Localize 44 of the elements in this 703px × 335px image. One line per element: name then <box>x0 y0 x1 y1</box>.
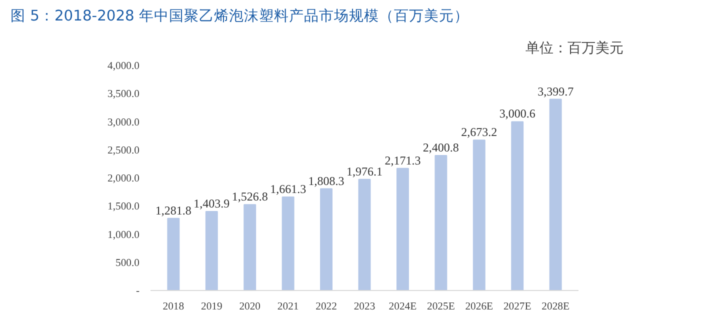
bar <box>244 204 256 290</box>
data-label: 3,000.6 <box>499 106 536 121</box>
bar <box>396 168 409 290</box>
data-label: 1,281.8 <box>155 203 192 218</box>
x-tick-label: 2027E <box>503 302 532 312</box>
bar <box>282 196 294 290</box>
bar <box>205 211 218 290</box>
data-label: 2,673.2 <box>461 125 498 140</box>
chart-title: 图 5：2018-2028 年中国聚乙烯泡沫塑料产品市场规模（百万美元） <box>10 8 470 24</box>
bar <box>320 188 333 290</box>
x-tick-label: 2022 <box>316 302 337 312</box>
x-tick-label: 2018 <box>162 302 184 312</box>
bar <box>472 140 486 290</box>
bar <box>434 154 448 290</box>
y-tick-label: 2,500.0 <box>108 145 140 156</box>
bar <box>511 121 524 290</box>
y-tick-label: 1,000.0 <box>108 230 140 241</box>
data-label: 1,976.1 <box>346 164 382 178</box>
data-label: 2,400.8 <box>422 140 459 154</box>
x-tick-label: 2019 <box>200 302 222 312</box>
data-label: 2,171.3 <box>384 153 421 168</box>
y-tick-label: 4,000.0 <box>108 61 140 72</box>
x-tick-label: 2025E <box>427 302 455 312</box>
data-label: 3,399.7 <box>538 84 574 98</box>
y-tick-label: - <box>136 286 140 297</box>
bar <box>358 178 371 290</box>
data-label: 1,526.8 <box>232 190 268 204</box>
y-tick-label: 2,000.0 <box>108 174 140 184</box>
x-tick-label: 2026E <box>465 302 494 312</box>
data-label: 1,403.9 <box>194 196 230 211</box>
bar <box>549 98 562 290</box>
bar <box>167 218 180 290</box>
data-label: 1,808.3 <box>308 174 344 188</box>
y-tick-label: 500.0 <box>116 258 140 269</box>
x-tick-label: 2021 <box>277 302 299 312</box>
data-label: 1,661.3 <box>270 182 306 196</box>
chart-subtitle: 单位：百万美元 <box>526 40 624 56</box>
y-tick-label: 3,000.0 <box>108 117 140 128</box>
y-tick-label: 3,500.0 <box>108 89 140 100</box>
x-tick-label: 2023 <box>354 302 376 312</box>
x-tick-label: 2020 <box>239 302 261 312</box>
x-tick-label: 2028E <box>542 302 570 312</box>
x-tick-label: 2024E <box>388 302 417 312</box>
y-tick-label: 1,500.0 <box>108 202 140 213</box>
